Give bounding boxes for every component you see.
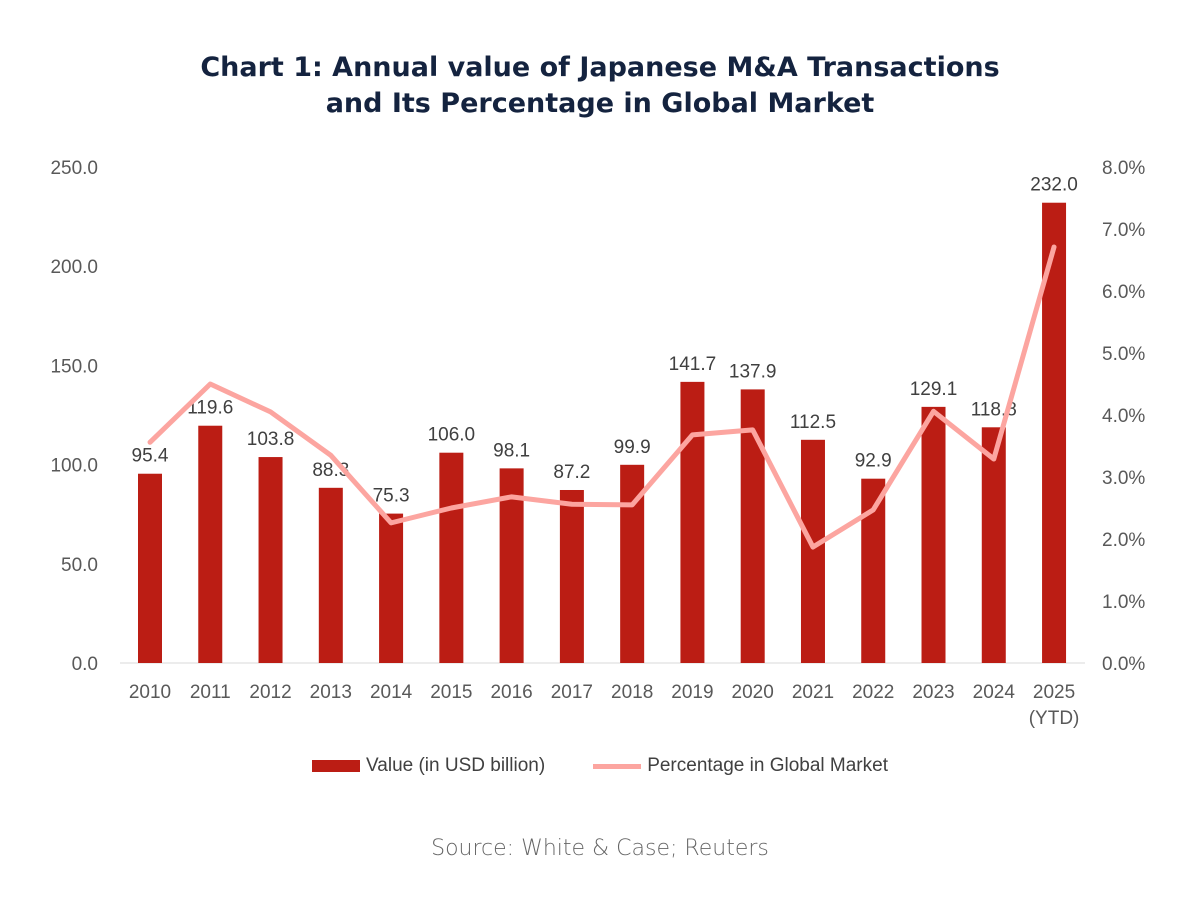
legend-bar-swatch xyxy=(312,760,361,772)
y-right-tick-label: 1.0% xyxy=(1102,592,1145,613)
y-left-tick-label: 150.0 xyxy=(50,356,98,377)
y-right-tick-label: 6.0% xyxy=(1102,282,1145,303)
chart-title-line-1: Chart 1: Annual value of Japanese M&A Tr… xyxy=(200,52,1000,83)
y-right-tick-label: 4.0% xyxy=(1102,406,1145,427)
x-tick-label: 2018 xyxy=(611,682,653,703)
bar-2024 xyxy=(981,427,1006,663)
bar-2013 xyxy=(318,487,343,663)
bar-data-label: 119.6 xyxy=(187,398,233,419)
y-left-tick-label: 250.0 xyxy=(50,158,98,179)
y-right-tick-label: 3.0% xyxy=(1102,468,1145,489)
y-right-tick-label: 2.0% xyxy=(1102,530,1145,551)
bar-2021 xyxy=(800,439,825,663)
bar-2011 xyxy=(198,425,223,663)
x-tick-label: 2016 xyxy=(490,682,532,703)
bar-2019 xyxy=(680,381,705,663)
x-tick-label: 2023 xyxy=(912,682,954,703)
bar-data-label: 112.5 xyxy=(790,412,836,433)
x-tick-sublabel: (YTD) xyxy=(1029,708,1080,729)
y-right-tick-label: 7.0% xyxy=(1102,220,1145,241)
bar-data-label: 98.1 xyxy=(493,440,530,461)
x-tick-label: 2017 xyxy=(551,682,593,703)
bar-data-label: 106.0 xyxy=(428,425,476,446)
bar-data-label: 137.9 xyxy=(729,361,777,382)
bar-2010 xyxy=(138,473,162,663)
x-tick-label: 2012 xyxy=(249,682,291,703)
x-tick-label: 2011 xyxy=(190,682,231,703)
legend-line-swatch xyxy=(593,763,642,769)
legend: Value (in USD billion) Percentage in Glo… xyxy=(0,755,1200,777)
bar-data-label: 129.1 xyxy=(910,379,958,400)
bar-2014 xyxy=(379,513,404,663)
x-tick-label: 2013 xyxy=(310,682,352,703)
bar-2017 xyxy=(559,489,584,663)
bar-data-label: 141.7 xyxy=(669,354,717,375)
legend-item-percentage: Percentage in Global Market xyxy=(593,755,888,777)
x-tick-label: 2021 xyxy=(792,682,834,703)
x-tick-label: 2024 xyxy=(973,682,1016,703)
y-right-tick-label: 5.0% xyxy=(1102,344,1145,365)
chart-title-line-2: and Its Percentage in Global Market xyxy=(325,88,875,119)
y-left-tick-label: 50.0 xyxy=(61,555,98,576)
chart-title: Chart 1: Annual value of Japanese M&A Tr… xyxy=(0,50,1200,122)
y-right-tick-label: 8.0% xyxy=(1102,158,1145,179)
bar-2012 xyxy=(258,457,283,663)
bar-data-label: 232.0 xyxy=(1030,175,1078,196)
bar-data-label: 75.3 xyxy=(373,486,410,507)
bar-data-label: 99.9 xyxy=(614,437,651,458)
y-left-tick-label: 100.0 xyxy=(50,456,98,477)
bar-data-label: 87.2 xyxy=(553,462,590,483)
x-tick-label: 2025 xyxy=(1033,682,1075,703)
source-note: Source: White & Case; Reuters xyxy=(431,836,769,861)
y-left-tick-label: 200.0 xyxy=(50,257,98,278)
x-tick-label: 2020 xyxy=(732,682,774,703)
bar-data-label: 103.8 xyxy=(247,429,295,450)
x-tick-label: 2022 xyxy=(852,682,894,703)
x-tick-label: 2014 xyxy=(370,682,413,703)
x-tick-label: 2010 xyxy=(129,682,171,703)
bar-2015 xyxy=(439,452,464,663)
bar-data-label: 95.4 xyxy=(132,446,169,467)
y-right-tick-label: 0.0% xyxy=(1102,654,1145,675)
legend-label-percentage: Percentage in Global Market xyxy=(647,755,888,776)
bar-data-label: 92.9 xyxy=(855,451,892,472)
legend-item-value: Value (in USD billion) xyxy=(312,755,545,777)
x-tick-label: 2019 xyxy=(671,682,713,703)
legend-label-value: Value (in USD billion) xyxy=(366,755,546,776)
x-tick-label: 2015 xyxy=(430,682,472,703)
percentage-line xyxy=(147,244,1057,550)
bar-2023 xyxy=(921,406,946,663)
y-left-tick-label: 0.0 xyxy=(72,654,98,675)
